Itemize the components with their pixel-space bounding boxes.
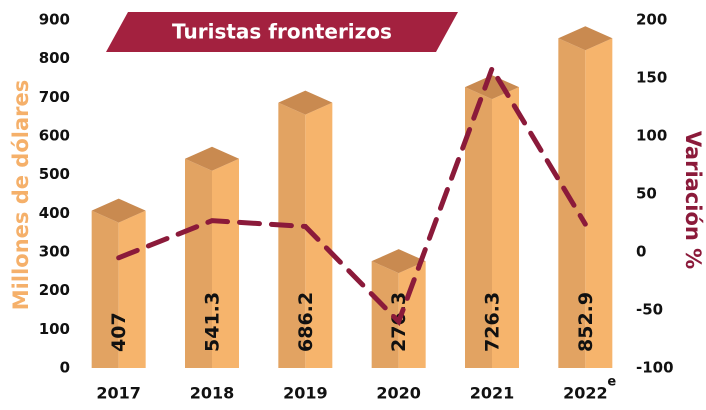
x-tick-label: 2019	[283, 384, 328, 403]
y2-tick-label: 200	[636, 11, 667, 29]
bar	[371, 249, 426, 368]
category-note: e	[607, 375, 616, 390]
bar	[278, 90, 333, 368]
y2-tick-label: 100	[636, 127, 667, 145]
bar-left-face	[371, 261, 399, 368]
y2-tick-label: 150	[636, 69, 667, 87]
x-tick-label: 2022	[563, 384, 608, 403]
x-tick-label: 2018	[190, 384, 235, 403]
bar	[185, 146, 239, 368]
bar-left-face	[278, 102, 306, 368]
value-label: 541.3	[202, 292, 224, 352]
bar-left-face	[185, 158, 212, 368]
bar-right-face	[398, 261, 426, 368]
title-banner	[106, 12, 458, 52]
value-label: 726.3	[482, 292, 504, 352]
bar-top	[371, 249, 426, 274]
bar-left-face	[465, 87, 492, 368]
y2-axis-title: Variación %	[681, 131, 705, 269]
bar-top	[558, 26, 613, 51]
bar-right-face	[585, 38, 613, 368]
bar-top	[278, 90, 333, 115]
bar-right-face	[492, 87, 519, 368]
bar-top	[91, 198, 146, 223]
chart-title: Turistas fronterizos	[172, 20, 392, 44]
y-tick-label: 600	[39, 127, 70, 145]
x-tick-label: 2020	[376, 384, 421, 403]
y-axis-title: Millones de dólares	[9, 80, 33, 310]
y2-tick-label: -50	[636, 301, 663, 319]
value-label: 852.9	[575, 292, 597, 352]
y-tick-label: 800	[39, 49, 70, 67]
bar	[558, 26, 613, 368]
x-tick-label: 2017	[96, 384, 141, 403]
x-tick-label: 2021	[470, 384, 515, 403]
y2-tick-label: 0	[636, 243, 646, 261]
y2-tick-label: 50	[636, 185, 657, 203]
y2-tick-label: -100	[636, 359, 674, 377]
value-label: 407	[108, 312, 130, 352]
bar-right-face	[305, 102, 333, 368]
value-label: 686.2	[295, 292, 317, 352]
bar-right-face	[212, 158, 239, 368]
y-tick-label: 200	[39, 281, 70, 299]
y-tick-label: 0	[60, 359, 70, 377]
y-tick-label: 100	[39, 320, 70, 338]
bar-left-face	[91, 210, 119, 368]
y-tick-label: 400	[39, 204, 70, 222]
y-tick-label: 700	[39, 88, 70, 106]
y-tick-label: 500	[39, 165, 70, 183]
bar	[465, 75, 519, 368]
y-tick-label: 300	[39, 243, 70, 261]
bar-top	[185, 146, 239, 171]
line	[116, 62, 588, 327]
y-tick-label: 900	[39, 11, 70, 29]
